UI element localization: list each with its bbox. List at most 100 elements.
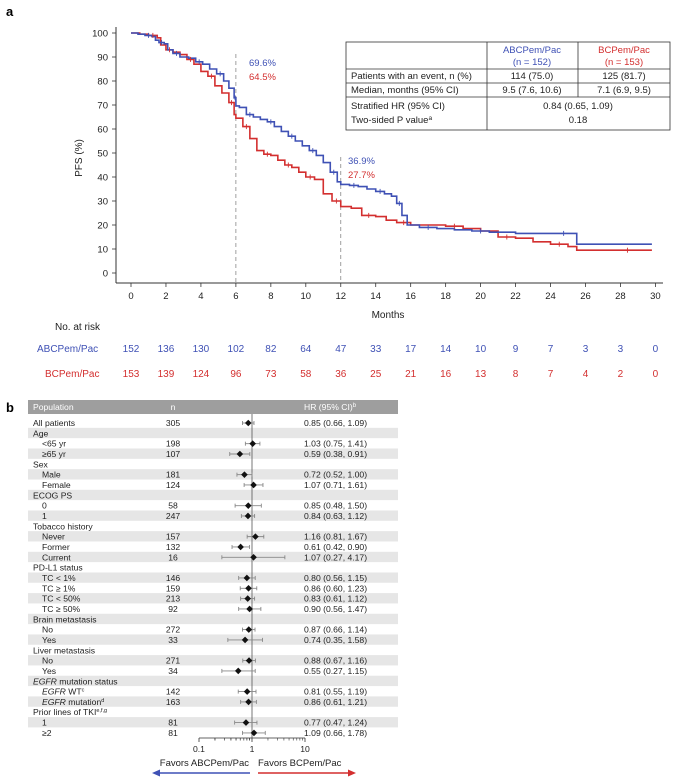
risk-table-title: No. at risk xyxy=(55,322,101,333)
x-tick-label: 6 xyxy=(233,291,238,302)
table-row2-value2: 7.1 (6.9, 9.5) xyxy=(597,85,651,96)
risk-value-abcpem: 136 xyxy=(158,344,175,355)
forest-row-stripe xyxy=(28,675,398,687)
risk-value-bcpem: 153 xyxy=(123,369,140,380)
forest-row-stripe xyxy=(28,572,398,583)
forest-row-label: TC ≥ 50% xyxy=(42,604,81,614)
landmark-12-bcpem-label: 27.7% xyxy=(348,170,375,181)
x-tick-label: 20 xyxy=(475,291,486,302)
forest-x-ticks: 0.1 1 10 xyxy=(193,738,310,754)
table-row2-label: Median, months (95% CI) xyxy=(351,85,459,96)
forest-row-hr: 0.77 (0.47, 1.24) xyxy=(304,718,367,728)
forest-row-stripe xyxy=(28,613,398,625)
summary-table-frame xyxy=(345,41,671,131)
risk-value-abcpem: 3 xyxy=(583,344,589,355)
risk-value-abcpem: 10 xyxy=(475,344,487,355)
risk-value-bcpem: 16 xyxy=(440,369,452,380)
forest-row-label: Female xyxy=(42,480,71,490)
forest-row-hr: 0.85 (0.48, 1.50) xyxy=(304,501,367,511)
forest-hr-point xyxy=(245,698,252,706)
forest-row-stripe xyxy=(28,717,398,728)
forest-row-hr: 0.55 (0.27, 1.15) xyxy=(304,666,367,676)
table-row2-value1: 9.5 (7.6, 10.6) xyxy=(502,85,561,96)
table-row1-value1: 114 (75.0) xyxy=(511,71,554,82)
forest-row-n: 16 xyxy=(168,552,178,562)
landmark-6-abcpem-label: 69.6% xyxy=(249,58,276,69)
forest-row-hr: 1.09 (0.66, 1.78) xyxy=(304,728,367,738)
x-tick-label: 8 xyxy=(268,291,273,302)
risk-value-bcpem: 25 xyxy=(370,369,382,380)
landmark-6-bcpem-label: 64.5% xyxy=(249,72,276,83)
x-ticks: 0 2 4 6 8 10 12 14 16 18 20 22 24 26 28 30 xyxy=(128,283,661,302)
risk-value-bcpem: 96 xyxy=(230,369,242,380)
forest-row-label: ≥65 yr xyxy=(42,449,66,459)
table-row3-label: Stratified HR (95% CI) xyxy=(351,101,445,112)
forest-row-hr: 0.86 (0.60, 1.23) xyxy=(304,583,367,593)
forest-row-label: 1 xyxy=(42,511,47,521)
table-col1-n: (n = 152) xyxy=(513,57,551,68)
forest-group-label: Age xyxy=(33,428,49,438)
y-tick-label: 100 xyxy=(92,29,108,40)
forest-row-hr: 0.85 (0.66, 1.09) xyxy=(304,418,367,428)
risk-value-bcpem: 13 xyxy=(475,369,487,380)
y-tick-label: 40 xyxy=(97,173,108,184)
x-tick-label: 22 xyxy=(510,291,521,302)
forest-row-hr: 0.81 (0.55, 1.19) xyxy=(304,687,367,697)
forest-row-n: 81 xyxy=(168,728,178,738)
forest-row-n: 181 xyxy=(166,470,181,480)
forest-row-hr: 0.59 (0.38, 0.91) xyxy=(304,449,367,459)
risk-row-name-abcpem: ABCPem/Pac xyxy=(37,344,98,355)
x-axis-label: Months xyxy=(372,310,405,321)
x-tick-label: 26 xyxy=(580,291,591,302)
x-tick-label: 24 xyxy=(545,291,556,302)
forest-header-hr: HR (95% CI)b xyxy=(304,402,357,412)
forest-row-n: 159 xyxy=(166,583,181,593)
forest-row-n: 107 xyxy=(166,449,181,459)
x-tick-label: 14 xyxy=(370,291,381,302)
forest-row-hr: 0.86 (0.61, 1.21) xyxy=(304,697,367,707)
forest-row-label: 1 xyxy=(42,718,47,728)
risk-value-abcpem: 64 xyxy=(300,344,312,355)
forest-hr-point xyxy=(244,419,252,427)
forest-hr-point xyxy=(249,440,256,447)
forest-group-label: EGFR mutation status xyxy=(33,676,118,686)
forest-row-n: 198 xyxy=(166,439,181,449)
km-axes xyxy=(115,27,663,284)
forest-rows: All patients 305 0.85 (0.66, 1.09) Age<65 y… xyxy=(33,418,367,738)
forest-hr-point xyxy=(245,584,252,592)
x-tick-label: 0 xyxy=(128,291,133,302)
censor-marks xyxy=(148,32,628,253)
forest-row-label: TC < 1% xyxy=(42,573,76,583)
forest-row-hr: 0.83 (0.61, 1.12) xyxy=(304,594,367,604)
forest-hr-point xyxy=(243,574,251,582)
forest-row-stripe xyxy=(28,448,398,459)
y-tick-label: 50 xyxy=(97,149,108,160)
forest-hr-point xyxy=(243,688,251,695)
forest-row-label: EGFR mutationd xyxy=(42,697,104,707)
forest-row-label: All patients xyxy=(33,418,75,428)
forest-row-n: 58 xyxy=(168,501,178,511)
forest-hr-point xyxy=(236,450,244,458)
forest-row-hr: 0.87 (0.66, 1.14) xyxy=(304,625,367,635)
x-tick-label: 2 xyxy=(163,291,168,302)
risk-value-bcpem: 7 xyxy=(548,369,554,380)
panel-b-label: b xyxy=(6,400,14,415)
risk-value-bcpem: 4 xyxy=(583,369,589,380)
risk-value-abcpem: 82 xyxy=(265,344,277,355)
forest-row-n: 146 xyxy=(166,573,181,583)
risk-value-abcpem: 102 xyxy=(228,344,245,355)
forest-row-label: TC ≥ 1% xyxy=(42,583,76,593)
risk-value-bcpem: 0 xyxy=(653,369,659,380)
table-row1-label: Patients with an event, n (%) xyxy=(351,71,472,82)
forest-row-label: No xyxy=(42,656,53,666)
y-ticks: 0 10 20 30 40 50 60 70 80 90 100 xyxy=(92,29,116,280)
forest-row-n: 271 xyxy=(166,656,181,666)
y-axis-label: PFS (%) xyxy=(74,139,85,177)
forest-hr-point xyxy=(241,636,249,644)
forest-row-stripe xyxy=(28,655,398,666)
forest-row-label: No xyxy=(42,625,53,635)
x-tick-label: 12 xyxy=(335,291,346,302)
forest-row-label: 0 xyxy=(42,501,47,511)
